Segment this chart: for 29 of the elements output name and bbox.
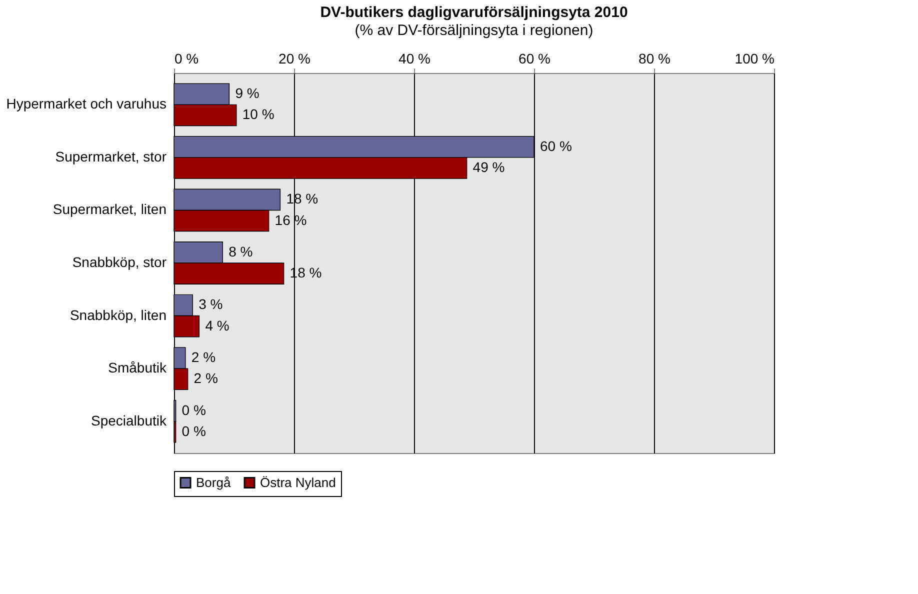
y-tick-label: Supermarket, stor [55, 148, 167, 164]
x-tick-label: 60 % [518, 50, 550, 66]
y-tick-label: Småbutik [108, 360, 168, 376]
data-label: 16 % [274, 212, 307, 228]
data-label: 0 % [182, 402, 206, 418]
data-label: 60 % [540, 138, 572, 154]
legend-label: Östra Nyland [260, 474, 336, 490]
x-tick-label: 40 % [398, 50, 430, 66]
y-tick-label: Snabbköp, liten [70, 306, 166, 323]
data-label: 3 % [198, 296, 223, 312]
data-label: 4 % [205, 317, 230, 334]
data-label: 0 % [182, 422, 206, 439]
x-tick-label: 80 % [638, 50, 670, 66]
y-tick-label: Hypermarket och varuhus [6, 96, 166, 112]
data-label: 2 % [191, 349, 216, 365]
y-tick-label: Supermarket, liten [52, 201, 166, 218]
data-label: 9 % [235, 85, 260, 102]
x-tick-label: 20 % [278, 50, 310, 66]
x-tick-label: 100 % [734, 50, 774, 66]
data-label: 8 % [228, 243, 253, 260]
chart-title: DV-butikers dagligvaruförsäljningsyta 2010 [320, 4, 628, 21]
y-tick-label: Specialbutik [91, 412, 168, 428]
data-label: 10 % [242, 106, 274, 122]
data-label: 49 % [472, 159, 505, 175]
legend-label: Borgå [196, 474, 232, 490]
x-tick-label: 0 % [174, 50, 199, 66]
chart-subtitle: (% av DV-försäljningsyta i regionen) [354, 22, 594, 39]
y-tick-label: Snabbköp, stor [72, 254, 167, 270]
data-label: 2 % [194, 370, 218, 386]
